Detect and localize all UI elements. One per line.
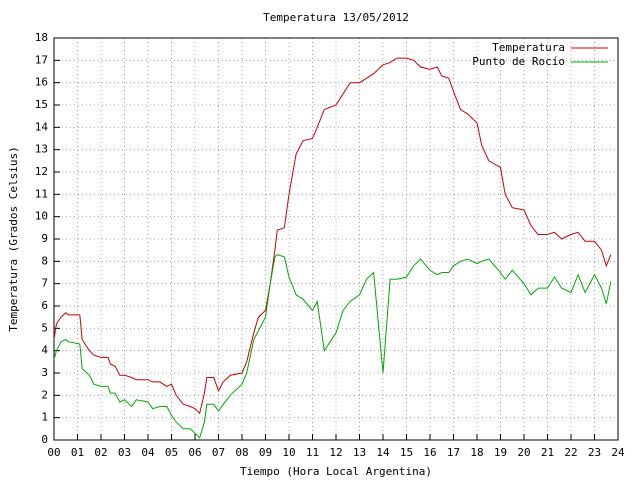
y-tick-label: 4 xyxy=(41,344,48,357)
y-tick-label: 5 xyxy=(41,321,48,334)
y-tick-label: 8 xyxy=(41,254,48,267)
x-tick-label: 18 xyxy=(470,446,483,459)
x-tick-label: 08 xyxy=(235,446,248,459)
y-tick-label: 10 xyxy=(35,210,48,223)
x-tick-label: 20 xyxy=(517,446,530,459)
y-tick-label: 3 xyxy=(41,366,48,379)
x-tick-label: 05 xyxy=(165,446,178,459)
x-tick-label: 07 xyxy=(212,446,225,459)
y-tick-label: 2 xyxy=(41,388,48,401)
y-tick-label: 9 xyxy=(41,232,48,245)
y-tick-label: 1 xyxy=(41,411,48,424)
series-line xyxy=(53,254,612,439)
y-tick-label: 13 xyxy=(35,143,48,156)
x-tick-label: 24 xyxy=(611,446,625,459)
x-tick-label: 23 xyxy=(588,446,601,459)
y-tick-label: 12 xyxy=(35,165,48,178)
y-tick-label: 6 xyxy=(41,299,48,312)
chart-title: Temperatura 13/05/2012 xyxy=(263,11,409,24)
x-tick-label: 19 xyxy=(494,446,507,459)
x-axis-label: Tiempo (Hora Local Argentina) xyxy=(240,465,432,478)
x-tick-label: 04 xyxy=(141,446,155,459)
y-tick-label: 15 xyxy=(35,98,48,111)
series-line xyxy=(53,57,612,415)
x-tick-label: 13 xyxy=(353,446,366,459)
y-tick-label: 7 xyxy=(41,277,48,290)
y-tick-label: 18 xyxy=(35,31,48,44)
x-tick-label: 11 xyxy=(306,446,319,459)
x-tick-label: 03 xyxy=(118,446,131,459)
y-tick-label: 16 xyxy=(35,76,48,89)
x-tick-label: 00 xyxy=(47,446,60,459)
y-tick-label: 11 xyxy=(35,187,48,200)
y-axis-label: Temperatura (Grados Celsius) xyxy=(7,146,20,331)
x-tick-label: 01 xyxy=(71,446,84,459)
y-tick-label: 17 xyxy=(35,53,48,66)
x-tick-label: 06 xyxy=(188,446,201,459)
legend-label: Temperatura xyxy=(492,41,565,54)
x-tick-label: 14 xyxy=(376,446,390,459)
y-tick-label: 14 xyxy=(35,120,49,133)
x-tick-label: 17 xyxy=(447,446,460,459)
x-tick-label: 12 xyxy=(329,446,342,459)
x-tick-label: 02 xyxy=(94,446,107,459)
x-tick-label: 10 xyxy=(282,446,295,459)
x-tick-label: 09 xyxy=(259,446,272,459)
plot-border xyxy=(53,37,619,441)
legend-label: Punto de Rocío xyxy=(472,55,565,68)
x-tick-label: 16 xyxy=(423,446,436,459)
y-tick-label: 0 xyxy=(41,433,48,446)
x-tick-label: 22 xyxy=(564,446,577,459)
x-tick-label: 15 xyxy=(400,446,413,459)
x-tick-label: 21 xyxy=(541,446,554,459)
